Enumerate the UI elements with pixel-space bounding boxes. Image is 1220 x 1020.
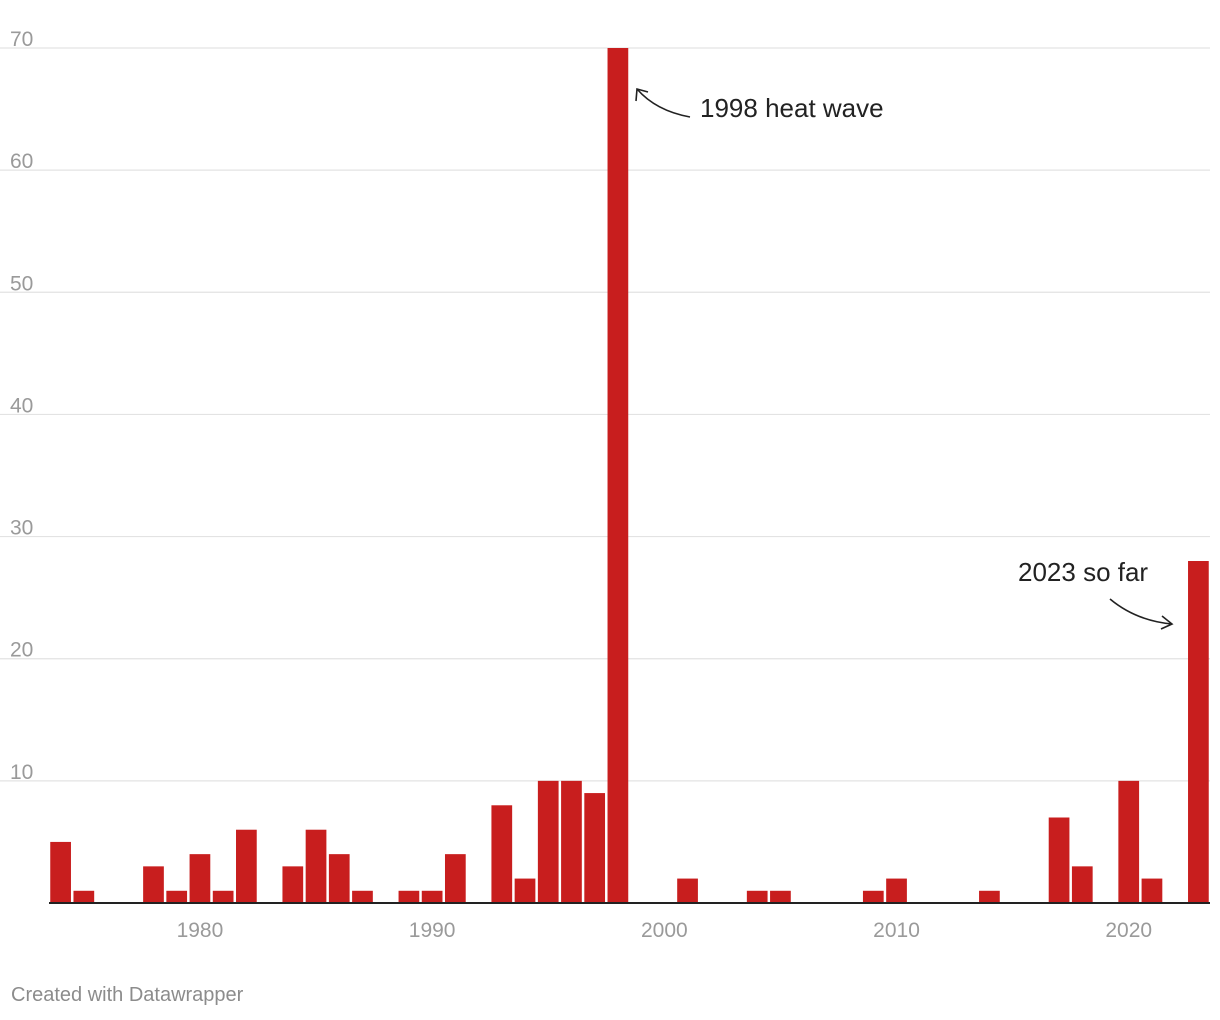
bars <box>50 48 1209 903</box>
bar-1991 <box>444 854 466 903</box>
annotation-1998-heat-wave: 1998 heat wave <box>700 93 884 123</box>
bar-1978 <box>143 866 164 903</box>
bar-1982 <box>236 829 257 903</box>
bar-1974 <box>50 841 71 903</box>
bar-1979 <box>166 890 188 903</box>
y-tick-label-20: 20 <box>10 639 33 662</box>
bar-2005 <box>770 890 791 903</box>
annotation-2023-arrowhead <box>1160 615 1174 630</box>
bar-1993 <box>491 805 513 903</box>
bar-2009 <box>862 890 884 903</box>
annotation-2023-so-far: 2023 so far <box>1018 557 1148 587</box>
bar-1996 <box>561 780 582 903</box>
y-tick-label-30: 30 <box>10 517 33 540</box>
x-tick-label-2020: 2020 <box>1105 919 1152 942</box>
bar-1975 <box>73 890 95 903</box>
bar-2014 <box>979 890 1000 903</box>
bar-2018 <box>1071 866 1093 903</box>
bar-2010 <box>886 878 907 903</box>
bar-1994 <box>514 878 536 903</box>
bar-1985 <box>305 829 327 903</box>
x-tick-label-2010: 2010 <box>873 919 920 942</box>
y-tick-label-10: 10 <box>10 761 33 784</box>
bar-1980 <box>189 854 211 903</box>
x-tick-label-1990: 1990 <box>409 919 456 942</box>
x-tick-label-1980: 1980 <box>177 919 224 942</box>
annotation-2023-arrow <box>1109 598 1173 625</box>
bar-1998 <box>607 48 629 903</box>
bar-1990 <box>421 890 443 903</box>
annotations: 1998 heat wave 2023 so far <box>635 87 1174 630</box>
bar-1986 <box>328 854 350 903</box>
bar-2004 <box>746 890 768 903</box>
gridlines <box>0 47 1210 782</box>
bar-1984 <box>282 866 304 903</box>
annotation-1998-arrowhead <box>635 87 649 102</box>
bar-1995 <box>537 780 559 903</box>
x-axis-ticks: 1980 1990 2000 2010 2020 <box>177 919 1153 942</box>
bar-1989 <box>398 890 420 903</box>
bar-1981 <box>212 890 234 903</box>
bar-2001 <box>677 878 698 903</box>
bar-1997 <box>584 793 606 903</box>
y-axis-ticks: 10 20 30 40 50 60 70 <box>10 28 33 784</box>
footer-credit: Created with Datawrapper <box>11 984 244 1006</box>
bar-2020 <box>1118 780 1140 903</box>
y-tick-label-50: 50 <box>10 272 33 295</box>
bar-2021 <box>1141 878 1163 903</box>
y-tick-label-40: 40 <box>10 394 33 417</box>
y-tick-label-70: 70 <box>10 28 33 51</box>
bar-1987 <box>352 890 373 903</box>
x-tick-label-2000: 2000 <box>641 919 688 942</box>
bar-2017 <box>1048 817 1070 903</box>
bar-2023 <box>1188 561 1209 903</box>
y-tick-label-60: 60 <box>10 150 33 173</box>
annotation-1998-arrow <box>636 88 691 118</box>
bar-chart: 10 20 30 40 50 60 70 1980 1990 2000 2010 2020 1998… <box>0 28 1210 942</box>
